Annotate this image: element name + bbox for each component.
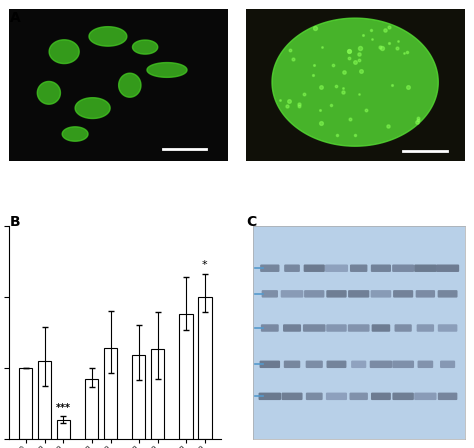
FancyBboxPatch shape xyxy=(351,361,366,368)
FancyBboxPatch shape xyxy=(283,324,301,332)
FancyBboxPatch shape xyxy=(438,290,457,297)
Polygon shape xyxy=(49,40,79,64)
Polygon shape xyxy=(37,82,60,104)
FancyBboxPatch shape xyxy=(438,324,457,332)
FancyBboxPatch shape xyxy=(393,290,413,297)
FancyBboxPatch shape xyxy=(418,361,433,368)
FancyBboxPatch shape xyxy=(258,392,281,400)
FancyBboxPatch shape xyxy=(440,361,455,368)
FancyBboxPatch shape xyxy=(392,264,414,272)
Bar xyxy=(38,361,51,439)
FancyBboxPatch shape xyxy=(414,264,437,272)
FancyBboxPatch shape xyxy=(416,290,435,297)
Text: B: B xyxy=(9,215,20,229)
FancyBboxPatch shape xyxy=(284,264,300,272)
Polygon shape xyxy=(118,73,141,97)
FancyBboxPatch shape xyxy=(306,361,323,368)
FancyBboxPatch shape xyxy=(371,392,391,400)
FancyBboxPatch shape xyxy=(392,361,414,368)
Bar xyxy=(132,355,146,439)
Bar xyxy=(19,368,32,439)
Bar xyxy=(104,348,117,439)
Polygon shape xyxy=(89,27,127,46)
FancyBboxPatch shape xyxy=(371,290,391,297)
FancyBboxPatch shape xyxy=(303,324,326,332)
FancyBboxPatch shape xyxy=(371,264,391,272)
FancyBboxPatch shape xyxy=(392,392,414,400)
FancyBboxPatch shape xyxy=(349,392,368,400)
FancyBboxPatch shape xyxy=(348,324,370,332)
FancyBboxPatch shape xyxy=(350,264,367,272)
FancyBboxPatch shape xyxy=(414,392,437,400)
Polygon shape xyxy=(132,40,158,54)
Text: ***: *** xyxy=(56,403,71,413)
FancyBboxPatch shape xyxy=(281,290,303,297)
FancyBboxPatch shape xyxy=(325,264,348,272)
FancyBboxPatch shape xyxy=(417,324,434,332)
FancyBboxPatch shape xyxy=(348,290,369,297)
Text: *: * xyxy=(202,260,208,270)
Polygon shape xyxy=(75,98,110,119)
FancyBboxPatch shape xyxy=(282,392,302,400)
Bar xyxy=(151,349,164,439)
FancyBboxPatch shape xyxy=(326,392,347,400)
FancyBboxPatch shape xyxy=(284,361,300,368)
Text: A: A xyxy=(9,11,20,25)
FancyBboxPatch shape xyxy=(261,324,279,332)
FancyBboxPatch shape xyxy=(326,290,346,297)
Polygon shape xyxy=(62,127,88,141)
FancyBboxPatch shape xyxy=(394,324,412,332)
FancyBboxPatch shape xyxy=(327,361,346,368)
FancyBboxPatch shape xyxy=(372,324,390,332)
FancyBboxPatch shape xyxy=(304,290,324,297)
FancyBboxPatch shape xyxy=(306,392,323,400)
FancyBboxPatch shape xyxy=(438,392,457,400)
Polygon shape xyxy=(147,63,187,78)
FancyBboxPatch shape xyxy=(304,264,325,272)
Bar xyxy=(85,379,98,439)
Bar xyxy=(198,297,211,439)
Bar xyxy=(57,420,70,439)
Polygon shape xyxy=(272,18,438,146)
FancyBboxPatch shape xyxy=(260,264,280,272)
FancyBboxPatch shape xyxy=(326,324,346,332)
FancyBboxPatch shape xyxy=(370,361,392,368)
Text: C: C xyxy=(246,215,257,229)
FancyBboxPatch shape xyxy=(436,264,459,272)
FancyBboxPatch shape xyxy=(260,361,280,368)
FancyBboxPatch shape xyxy=(262,290,278,297)
Bar xyxy=(180,314,192,439)
